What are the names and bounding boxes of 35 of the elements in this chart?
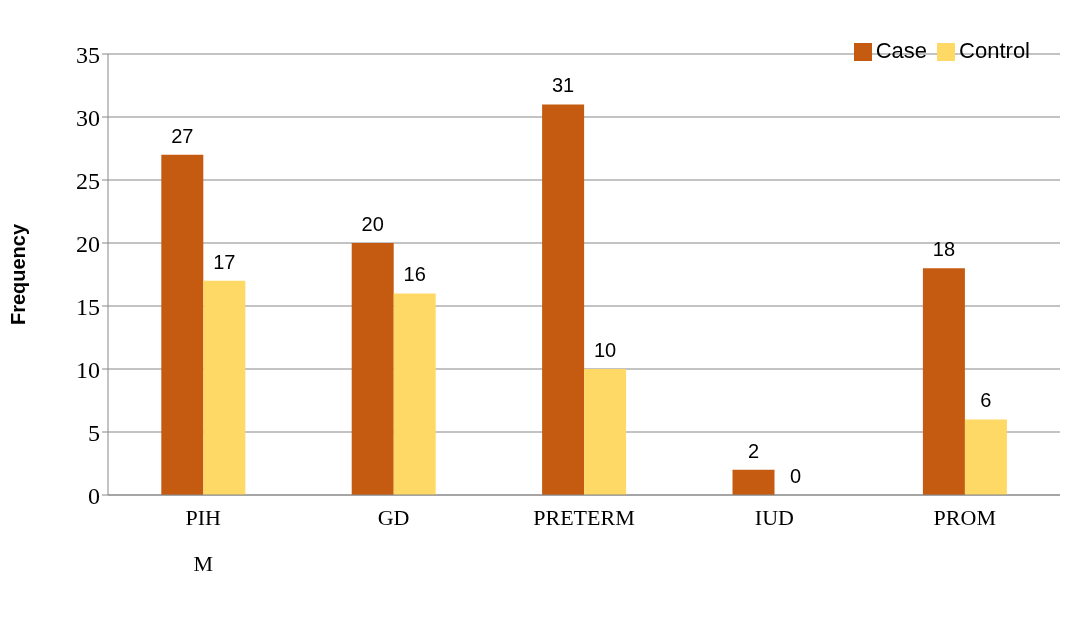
bar xyxy=(584,369,627,495)
bar xyxy=(964,419,1007,495)
legend-label: Control xyxy=(959,38,1030,63)
data-label: 10 xyxy=(593,339,617,361)
data-label: 6 xyxy=(980,389,992,412)
data-label: 0 xyxy=(789,464,802,487)
data-label: 20 xyxy=(361,213,384,235)
bar xyxy=(203,280,246,495)
bar xyxy=(161,154,204,495)
y-tick-label: 0 xyxy=(88,482,100,509)
data-label: 18 xyxy=(932,238,956,261)
y-tick-label: 20 xyxy=(76,230,100,257)
y-tick-label: 35 xyxy=(76,41,100,68)
data-label: 27 xyxy=(171,124,194,147)
bar xyxy=(922,268,965,495)
y-tick-label: 30 xyxy=(76,104,100,131)
data-label: 2 xyxy=(747,439,760,462)
data-label: 31 xyxy=(551,74,575,97)
bar xyxy=(393,293,436,495)
y-tick-label: 15 xyxy=(76,293,100,320)
data-label: 16 xyxy=(403,263,426,286)
bar xyxy=(732,469,775,495)
x-tick-label: IUD xyxy=(754,505,794,530)
x-tick-label: GD xyxy=(377,505,410,530)
data-label: 17 xyxy=(213,250,236,273)
bar xyxy=(351,243,394,495)
x-tick-label: PROM xyxy=(933,505,996,530)
bar xyxy=(542,104,585,495)
y-axis-title: Frequency xyxy=(7,223,30,326)
x-tick-label: PIH M xyxy=(185,505,222,576)
y-tick-label: 25 xyxy=(76,167,100,194)
x-tick-label: PRETERM xyxy=(533,505,635,530)
legend-label: Case xyxy=(875,38,928,63)
y-tick-label: 10 xyxy=(76,356,100,383)
y-tick-label: 5 xyxy=(88,419,100,446)
